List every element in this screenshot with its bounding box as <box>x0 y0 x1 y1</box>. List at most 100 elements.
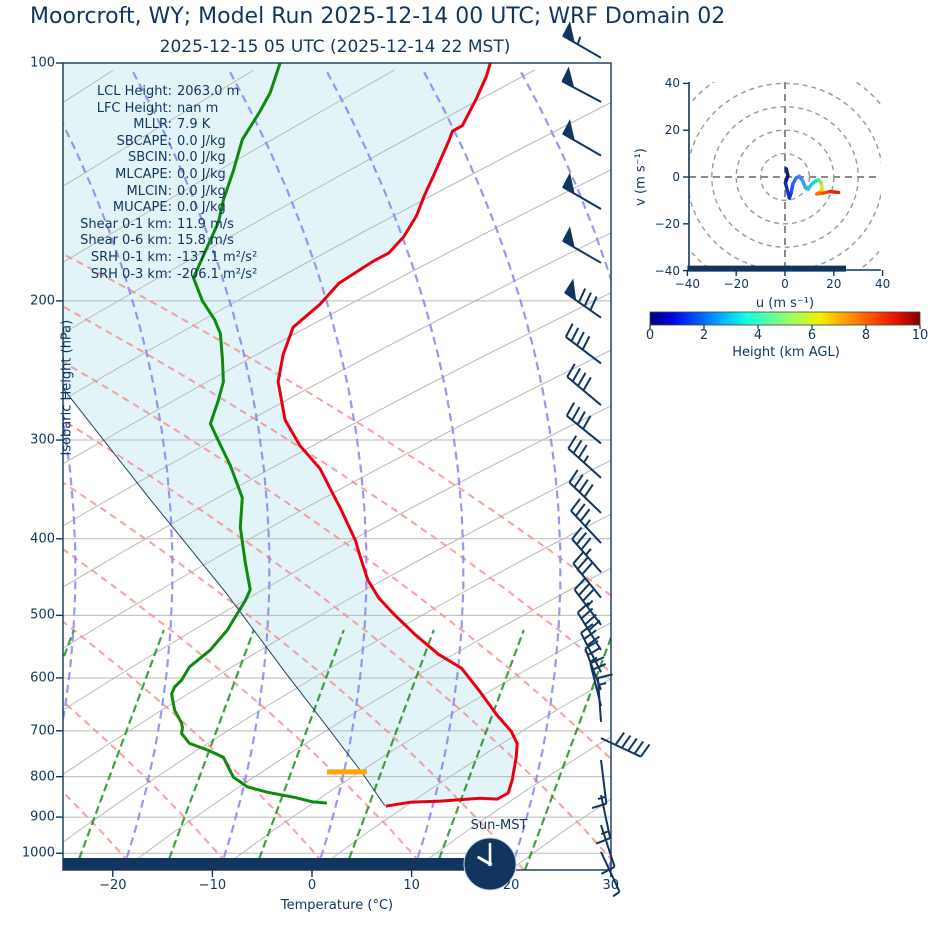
temperature-tick-label: −10 <box>198 878 227 893</box>
mixing-ratio-line <box>433 629 525 870</box>
night-period-bar <box>63 858 478 870</box>
stat-label: SRH 0-1 km: <box>90 249 172 265</box>
temperature-curve <box>276 62 519 808</box>
hodograph-u-axis-label: u (m s⁻¹) <box>755 296 815 311</box>
stat-label: SRH 0-3 km: <box>90 266 172 282</box>
dry-adiabat-line <box>63 360 611 761</box>
pressure-axis-label: Isobaric Height (hPa) <box>59 319 75 456</box>
wind-barb <box>566 363 602 406</box>
isotherm-line <box>121 567 611 870</box>
stat-value: -137.1 m²/s² <box>177 249 258 265</box>
isotherm-line <box>606 866 611 870</box>
pressure-tick-label: 400 <box>30 531 55 547</box>
stat-label: LFC Height: <box>96 100 172 116</box>
mixing-ratio-line <box>343 629 435 870</box>
dry-adiabat-line <box>63 419 611 861</box>
mixing-ratio-line <box>253 629 345 870</box>
dewpoint-curve <box>170 62 328 805</box>
wind-barb <box>564 323 602 365</box>
moist-adiabat-line <box>519 69 611 870</box>
isotherm-line <box>63 513 611 843</box>
wind-barb <box>561 66 602 103</box>
isotherm-line <box>63 232 611 527</box>
stat-value: 0.0 J/kg <box>177 133 226 149</box>
hodograph-v-axis-label: v (m s⁻¹) <box>633 148 649 206</box>
wind-barb <box>572 551 602 599</box>
moist-adiabat-line <box>325 69 465 870</box>
moist-adiabat-line <box>422 69 562 870</box>
colorbar-tick-label: 0 <box>645 328 655 343</box>
temperature-tick-label: 30 <box>602 878 620 893</box>
pressure-tick-label: 600 <box>30 670 55 686</box>
wind-barb <box>571 526 602 573</box>
stat-label: MLCIN: <box>126 183 172 199</box>
stat-value: 0.0 J/kg <box>177 150 226 166</box>
stat-value: -206.1 m²/s² <box>177 266 258 282</box>
stat-value: 15.8 m/s <box>177 233 234 249</box>
stat-value: nan m <box>177 100 219 116</box>
wind-barb-column <box>561 21 651 898</box>
wind-barb <box>568 469 602 514</box>
stat-row: LCL Height: 2063.0 m <box>60 84 257 101</box>
stat-row: MUCAPE: 0.0 J/kg <box>60 200 257 217</box>
colorbar-tick-label: 6 <box>807 328 817 343</box>
stat-label: SBCIN: <box>128 150 172 166</box>
clock-center-dot <box>487 861 493 867</box>
stat-label: Shear 0-6 km: <box>80 233 172 249</box>
wind-barb <box>570 498 602 544</box>
stat-row: SBCAPE: 0.0 J/kg <box>60 134 257 151</box>
colorbar-tick-label: 4 <box>753 328 763 343</box>
wind-barb <box>600 824 616 875</box>
wind-barb <box>600 851 621 898</box>
pressure-tick-label: 200 <box>30 293 55 309</box>
colorbar-tick-label: 10 <box>911 328 928 343</box>
stat-row: SRH 0-3 km: -206.1 m²/s² <box>60 267 257 284</box>
colorbar-label: Height (km AGL) <box>732 345 840 360</box>
temperature-tick-label: 10 <box>403 878 420 893</box>
dry-adiabat-line <box>0 70 39 870</box>
stat-value: 0.0 J/kg <box>177 183 226 199</box>
dry-adiabat-line <box>63 547 428 870</box>
wind-barb <box>562 21 602 59</box>
wind-barb <box>600 732 651 758</box>
moist-adiabat-line <box>63 413 77 727</box>
isotherm-line <box>63 101 611 401</box>
hodo-v-tick-label: 40 <box>664 76 680 91</box>
stat-label: MLCAPE: <box>115 166 172 182</box>
stat-label: Shear 0-1 km: <box>80 216 172 232</box>
hodograph-panel <box>683 82 884 276</box>
stat-value: 2063.0 m <box>177 84 240 99</box>
wind-barb <box>576 601 602 651</box>
hodo-v-tick-label: −20 <box>654 216 680 231</box>
stat-row: LFC Height: nan m <box>60 101 257 118</box>
temperature-tick-label: 0 <box>307 878 317 893</box>
stat-row: Shear 0-1 km: 11.9 m/s <box>60 217 257 234</box>
mixing-ratio-line <box>73 629 165 870</box>
pressure-tick-label: 900 <box>30 809 55 825</box>
wind-barb <box>565 402 602 445</box>
height-colorbar <box>649 311 921 326</box>
colorbar-tick-label: 8 <box>861 328 871 343</box>
hodo-v-tick-label: 0 <box>672 170 680 184</box>
wind-barb <box>562 119 602 157</box>
wind-barb <box>562 226 602 264</box>
isotherm-line <box>63 405 611 711</box>
stat-value: 11.9 m/s <box>177 216 234 232</box>
isotherm-line <box>63 292 611 588</box>
hodo-v-tick-label: 20 <box>664 123 680 138</box>
mixing-ratio-line <box>523 634 611 870</box>
dry-adiabat-line <box>63 700 234 870</box>
stat-row: MLLR: 7.9 K <box>60 117 257 134</box>
pressure-tick-label: 800 <box>30 769 55 785</box>
pressure-tick-label: 1000 <box>21 845 55 861</box>
sun-time-label: Sun-MST <box>470 818 528 833</box>
wind-barb <box>596 673 613 722</box>
stat-label: LCL Height: <box>96 84 172 99</box>
stat-value: 0.0 J/kg <box>177 200 226 216</box>
hodograph-grid <box>689 82 881 270</box>
isotherm-line <box>63 349 611 649</box>
hodograph-trace <box>783 167 841 200</box>
hodo-u-tick-label: 20 <box>826 277 842 291</box>
dry-adiabat-line <box>63 620 331 870</box>
